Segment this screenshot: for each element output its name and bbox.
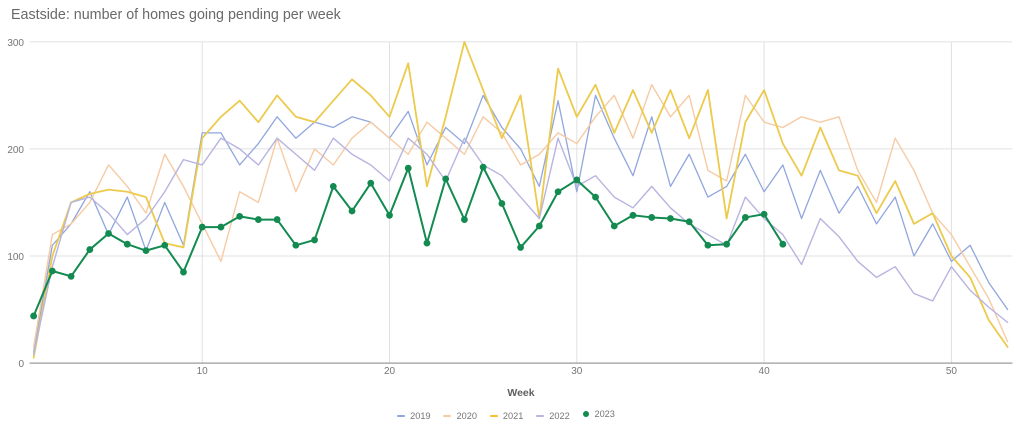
- svg-text:0: 0: [18, 359, 24, 370]
- svg-text:50: 50: [946, 366, 958, 377]
- svg-text:30: 30: [571, 366, 583, 377]
- svg-text:20: 20: [384, 366, 396, 377]
- svg-text:40: 40: [759, 366, 771, 377]
- svg-text:Week: Week: [507, 387, 534, 399]
- svg-text:200: 200: [7, 145, 24, 156]
- svg-text:10: 10: [197, 366, 209, 377]
- svg-text:100: 100: [7, 252, 24, 263]
- svg-text:300: 300: [7, 38, 24, 49]
